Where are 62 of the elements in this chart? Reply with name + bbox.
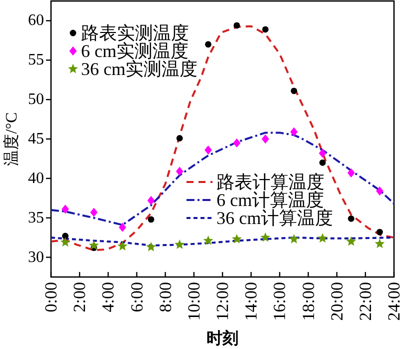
point bbox=[319, 159, 326, 166]
point bbox=[118, 241, 128, 250]
x-tick-label: 6:00 bbox=[127, 282, 146, 312]
point bbox=[376, 186, 384, 196]
point bbox=[346, 236, 356, 246]
x-tick-label: 20:00 bbox=[327, 282, 346, 321]
point bbox=[174, 239, 185, 249]
x-tick-label: 22:00 bbox=[356, 282, 375, 321]
legend-label: 路表计算温度 bbox=[216, 172, 324, 192]
y-axis-title: 温度/°C bbox=[2, 112, 20, 166]
legend-label: 6 cm计算温度 bbox=[216, 190, 324, 210]
point bbox=[204, 145, 212, 155]
point bbox=[88, 240, 99, 250]
x-tick-label: 14:00 bbox=[242, 282, 261, 321]
y-tick-label: 55 bbox=[28, 52, 44, 69]
point bbox=[146, 242, 156, 252]
point bbox=[233, 138, 240, 148]
point bbox=[62, 204, 69, 214]
point bbox=[348, 215, 354, 222]
x-tick-label: 12:00 bbox=[213, 282, 232, 321]
point bbox=[176, 135, 183, 142]
legend-label: 6 cm实测温度 bbox=[81, 41, 188, 61]
point bbox=[148, 216, 154, 223]
point bbox=[203, 236, 214, 245]
y-tick-label: 50 bbox=[28, 91, 44, 108]
point bbox=[176, 166, 184, 176]
point bbox=[289, 234, 299, 244]
y-tick-label: 40 bbox=[28, 170, 44, 187]
x-tick-label: 10:00 bbox=[184, 282, 204, 321]
point bbox=[234, 22, 240, 29]
legend-label: 36 cm计算温度 bbox=[216, 208, 333, 228]
x-tick-label: 24:00 bbox=[384, 282, 400, 321]
point bbox=[262, 134, 270, 144]
x-tick-label: 4:00 bbox=[98, 282, 118, 312]
point bbox=[232, 234, 242, 244]
legend-label: 36 cm实测温度 bbox=[81, 59, 198, 79]
point bbox=[347, 168, 355, 178]
x-tick-label: 16:00 bbox=[270, 282, 290, 321]
point bbox=[318, 148, 326, 158]
y-tick-label: 60 bbox=[28, 12, 44, 30]
point bbox=[60, 237, 70, 247]
point bbox=[318, 233, 328, 243]
x-tick-label: 2:00 bbox=[70, 282, 90, 312]
point bbox=[118, 222, 126, 232]
x-tick-label: 8:00 bbox=[156, 282, 175, 312]
point bbox=[290, 127, 298, 137]
legend-label: 路表实测温度 bbox=[81, 23, 189, 43]
point bbox=[147, 196, 155, 206]
x-tick-label: 18:00 bbox=[298, 282, 318, 321]
x-axis-title: 时刻 bbox=[206, 330, 238, 348]
y-tick-label: 35 bbox=[28, 209, 44, 226]
x-tick-label: 0:00 bbox=[42, 282, 60, 312]
point bbox=[90, 208, 98, 217]
point bbox=[62, 232, 68, 240]
point bbox=[290, 88, 298, 94]
y-tick-label: 45 bbox=[28, 130, 44, 148]
point bbox=[374, 238, 385, 248]
point bbox=[376, 228, 383, 236]
y-tick-label: 30 bbox=[28, 248, 44, 266]
point bbox=[262, 26, 269, 33]
point bbox=[260, 232, 270, 242]
point bbox=[205, 41, 212, 48]
